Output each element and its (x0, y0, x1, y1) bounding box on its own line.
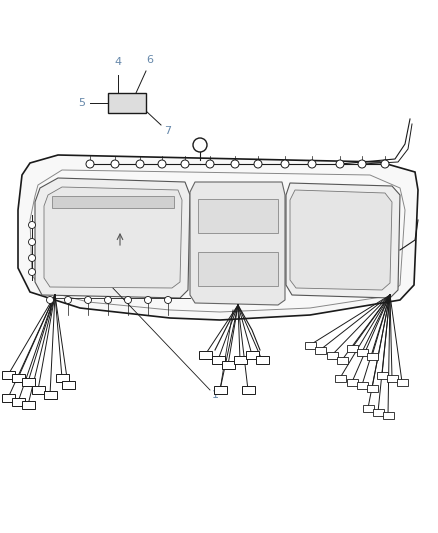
Circle shape (231, 160, 239, 168)
Circle shape (105, 296, 112, 303)
Bar (304, 342, 315, 349)
Circle shape (46, 296, 53, 303)
Polygon shape (18, 155, 418, 320)
Bar (346, 344, 357, 351)
Bar (11, 374, 25, 382)
Circle shape (336, 160, 344, 168)
Circle shape (206, 160, 214, 168)
Circle shape (85, 296, 92, 303)
Bar (396, 378, 407, 385)
Bar (382, 411, 393, 418)
Bar (335, 375, 346, 382)
Bar (56, 374, 68, 382)
Bar (372, 408, 384, 416)
Circle shape (165, 296, 172, 303)
Text: 1: 1 (212, 390, 219, 400)
Bar (1, 394, 14, 402)
Text: 7: 7 (164, 126, 171, 136)
Circle shape (193, 138, 207, 152)
Text: 4: 4 (114, 57, 122, 67)
Circle shape (158, 160, 166, 168)
Bar (233, 356, 247, 364)
Bar (21, 378, 35, 386)
Circle shape (28, 269, 35, 276)
Bar (108, 93, 146, 113)
Polygon shape (44, 187, 182, 288)
Circle shape (64, 296, 71, 303)
Circle shape (358, 160, 366, 168)
Bar (222, 361, 234, 369)
Bar (363, 405, 374, 411)
Circle shape (281, 160, 289, 168)
Circle shape (254, 160, 262, 168)
Bar (246, 351, 258, 359)
Bar (198, 199, 278, 233)
Bar (367, 352, 378, 359)
Bar (241, 386, 254, 394)
Bar (357, 382, 367, 389)
Circle shape (111, 160, 119, 168)
Text: 5: 5 (78, 98, 85, 108)
Polygon shape (290, 190, 392, 290)
Bar (198, 351, 212, 359)
Bar (1, 371, 14, 379)
Bar (32, 386, 45, 394)
Bar (52, 196, 174, 208)
Bar (213, 386, 226, 394)
Polygon shape (190, 182, 285, 305)
Bar (346, 378, 357, 385)
Circle shape (181, 160, 189, 168)
Bar (11, 398, 25, 406)
Polygon shape (286, 183, 400, 298)
Bar (198, 252, 278, 286)
Text: 6: 6 (146, 55, 153, 65)
Circle shape (308, 160, 316, 168)
Circle shape (381, 160, 389, 168)
Circle shape (136, 160, 144, 168)
Circle shape (145, 296, 152, 303)
Circle shape (124, 296, 131, 303)
Bar (336, 357, 347, 364)
Polygon shape (35, 178, 190, 298)
Bar (314, 346, 325, 353)
Bar (212, 356, 225, 364)
Circle shape (28, 238, 35, 246)
Bar (386, 375, 398, 382)
Circle shape (28, 222, 35, 229)
Bar (326, 351, 338, 359)
Bar (357, 349, 367, 356)
Bar (255, 356, 268, 364)
Bar (43, 391, 57, 399)
Bar (377, 372, 388, 378)
Bar (61, 381, 74, 389)
Bar (21, 401, 35, 409)
Bar (367, 384, 378, 392)
Circle shape (86, 160, 94, 168)
Circle shape (28, 254, 35, 262)
